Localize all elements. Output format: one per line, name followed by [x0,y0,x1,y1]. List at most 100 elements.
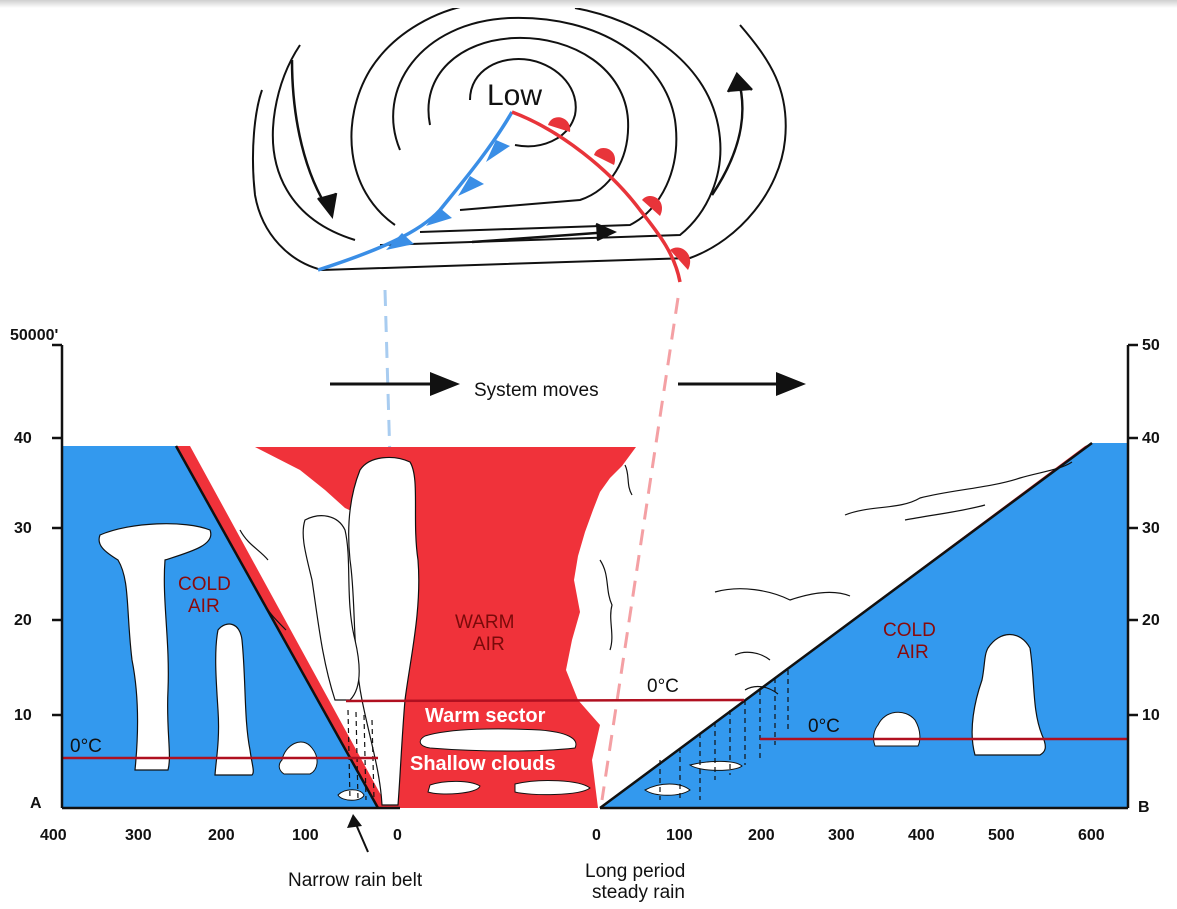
cross-section: 50000' 40 30 20 10 A 50 40 30 20 10 B 40… [10,327,1160,903]
isobar-5 [271,44,356,241]
freezing-label-center: 0°C [647,676,679,697]
axes [52,343,1138,810]
cirrus-1 [844,461,1073,516]
wind-arrow-left-head [317,192,338,219]
cirrus-2 [904,504,986,521]
cloud-right-low-2 [644,783,691,796]
weather-map: Low [251,4,787,283]
x-right-tick-400: 400 [908,827,935,844]
wind-arrow-right-head [726,71,753,93]
left-axis-tick-10: 10 [14,707,32,724]
cirrus-4 [624,464,633,496]
cloud-right-tall [971,633,1046,756]
narrow-rain-arrow [354,821,369,853]
x-left-tick-0: 0 [393,827,402,844]
system-moves: System moves [330,372,806,401]
wind-arrow-left [290,59,332,213]
cold-air-right [600,443,1128,808]
right-axis-tick-50: 50 [1142,337,1160,354]
cirrus-3 [714,588,851,601]
x-right-tick-200: 200 [748,827,775,844]
right-axis-tick-10: 10 [1142,707,1160,724]
cirrus-9 [261,599,287,631]
rain-line-4 [371,719,375,801]
cloud-right-small [873,711,921,747]
system-arrow-right-head [776,372,806,396]
long-rain-label-line2: steady rain [592,882,685,903]
cloud-front-left [302,515,360,701]
cold-front-line [317,111,514,272]
left-axis-tick-40: 40 [14,430,32,447]
cirrus-5 [599,559,613,651]
rain-line-2 [355,711,359,801]
warm-front-semicircle-2 [594,147,616,165]
warm-front-semicircle-4 [670,247,691,270]
x-left-tick-200: 200 [208,827,235,844]
cloud-shallow-2 [427,780,481,795]
isobar-2 [427,36,630,211]
x-left-tick-300: 300 [125,827,152,844]
rain-hatching [347,670,789,801]
cold-front [317,111,514,272]
isobar-1 [469,58,577,148]
right-axis-tick-40: 40 [1142,430,1160,447]
x-left-tick-400: 400 [40,827,67,844]
x-right-tick-100: 100 [666,827,693,844]
right-axis-end-label: B [1138,799,1150,816]
rain-line-1 [347,709,351,801]
cloud-right-low-1 [688,760,743,771]
cloud-shallow-1 [419,728,577,752]
x-right-tick-0: 0 [592,827,601,844]
wind-arrow-middle-head [595,222,618,242]
low-label: Low [487,79,542,112]
cold-front-surface [174,445,380,809]
x-right-tick-500: 500 [988,827,1015,844]
isobar-4 [350,4,722,246]
left-axis-tick-30: 30 [14,520,32,537]
system-arrow-left-head [430,372,460,396]
cold-front-triangle-1 [486,140,510,162]
cirrus-8 [239,529,269,561]
narrow-rain-annotation: Narrow rain belt [288,814,423,891]
warm-front-projection [600,297,680,801]
wind-arrows [290,59,753,244]
right-axis-tick-30: 30 [1142,520,1160,537]
freezing-label-right: 0°C [808,716,840,737]
warm-air-mass [255,447,636,808]
cirrus-6 [734,651,771,661]
x-right-tick-600: 600 [1078,827,1105,844]
warm-front-line [511,110,682,283]
narrow-rain-belt-label: Narrow rain belt [288,870,423,891]
cold-air-right-line2: AIR [897,642,929,663]
x-right-tick-300: 300 [828,827,855,844]
long-rain-label-line1: Long period [585,861,685,882]
isobar-3 [392,16,678,233]
cold-front-triangle-4 [386,233,414,250]
cold-air-right-line1: COLD [883,620,936,641]
warm-front-semicircle-1 [548,117,571,132]
cold-front-triangle-2 [458,176,484,196]
warm-front-semicircle-3 [642,195,663,216]
left-axis-end-label: A [30,795,42,812]
warm-air-line1: WARM [455,612,514,633]
freezing-line-center [345,698,745,703]
isobar-6 [251,24,787,272]
top-shadow [0,0,1177,8]
cloud-left-medium [214,623,254,776]
warm-front-surface [599,441,1093,810]
cirrus-7 [744,685,779,695]
right-axis-tick-20: 20 [1142,612,1160,629]
warm-front [511,110,691,283]
x-left-tick-100: 100 [292,827,319,844]
warm-air-line2: AIR [473,634,505,655]
left-axis-top-label: 50000' [10,327,58,344]
warm-sector-label: Warm sector [425,705,546,727]
cloud-tower-front [348,456,420,806]
isobars [251,4,787,272]
cloud-shallow-3 [514,780,591,796]
cloud-left-tall [98,523,212,771]
narrow-rain-arrow-head [347,814,362,828]
cold-air-left-line2: AIR [188,596,220,617]
